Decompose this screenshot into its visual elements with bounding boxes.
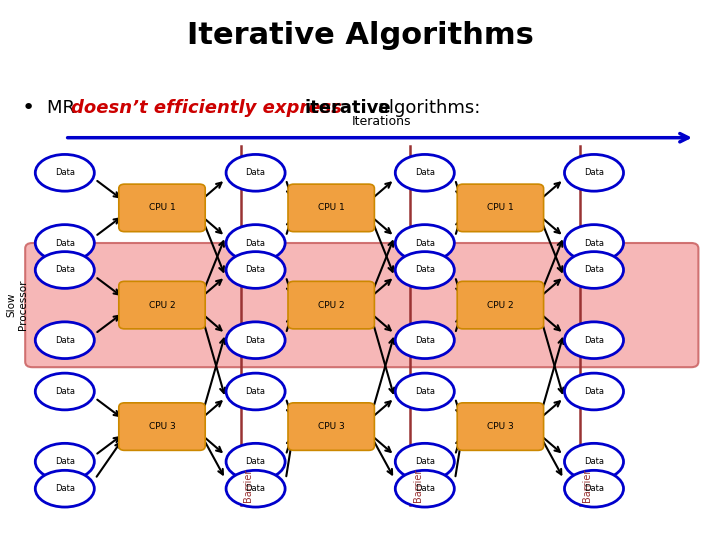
Text: CPU 1: CPU 1 xyxy=(318,204,345,212)
Text: Data: Data xyxy=(415,239,435,247)
Text: Data: Data xyxy=(246,484,266,493)
Ellipse shape xyxy=(35,443,94,480)
Ellipse shape xyxy=(35,373,94,410)
Text: Data: Data xyxy=(584,457,604,466)
Ellipse shape xyxy=(226,373,285,410)
FancyBboxPatch shape xyxy=(119,403,205,450)
Ellipse shape xyxy=(226,154,285,191)
Text: Data: Data xyxy=(246,336,266,345)
Text: Data: Data xyxy=(55,457,75,466)
Ellipse shape xyxy=(35,252,94,288)
Text: Barrier: Barrier xyxy=(582,469,592,502)
Text: Data: Data xyxy=(415,168,435,177)
Text: CPU 3: CPU 3 xyxy=(487,422,514,431)
Text: Data: Data xyxy=(55,336,75,345)
FancyBboxPatch shape xyxy=(457,281,544,329)
Ellipse shape xyxy=(395,470,454,507)
Text: Data: Data xyxy=(415,336,435,345)
Text: MR: MR xyxy=(47,99,81,117)
Text: Iterative Algorithms: Iterative Algorithms xyxy=(186,21,534,50)
Text: Data: Data xyxy=(55,387,75,396)
Ellipse shape xyxy=(35,470,94,507)
Text: Data: Data xyxy=(584,266,604,274)
Ellipse shape xyxy=(395,322,454,359)
Ellipse shape xyxy=(35,322,94,359)
Text: Data: Data xyxy=(415,484,435,493)
Ellipse shape xyxy=(35,154,94,191)
Ellipse shape xyxy=(564,252,624,288)
Text: algorithms:: algorithms: xyxy=(372,99,480,117)
Text: Data: Data xyxy=(584,387,604,396)
Ellipse shape xyxy=(226,322,285,359)
Ellipse shape xyxy=(395,225,454,261)
Text: Data: Data xyxy=(55,484,75,493)
FancyBboxPatch shape xyxy=(288,281,374,329)
Ellipse shape xyxy=(226,252,285,288)
FancyBboxPatch shape xyxy=(25,243,698,367)
Text: Data: Data xyxy=(415,457,435,466)
FancyBboxPatch shape xyxy=(457,184,544,232)
Text: Data: Data xyxy=(246,239,266,247)
Text: Data: Data xyxy=(246,387,266,396)
Text: Data: Data xyxy=(55,239,75,247)
Ellipse shape xyxy=(564,470,624,507)
Text: CPU 2: CPU 2 xyxy=(318,301,344,309)
Text: Data: Data xyxy=(246,266,266,274)
FancyBboxPatch shape xyxy=(457,403,544,450)
Text: Barrier: Barrier xyxy=(243,469,253,502)
FancyBboxPatch shape xyxy=(119,281,205,329)
Text: Data: Data xyxy=(415,387,435,396)
Text: iterative: iterative xyxy=(305,99,391,117)
Ellipse shape xyxy=(226,443,285,480)
Text: CPU 3: CPU 3 xyxy=(318,422,345,431)
Text: CPU 3: CPU 3 xyxy=(148,422,176,431)
Ellipse shape xyxy=(395,373,454,410)
Ellipse shape xyxy=(226,225,285,261)
Ellipse shape xyxy=(564,322,624,359)
Text: Data: Data xyxy=(55,266,75,274)
Ellipse shape xyxy=(395,252,454,288)
FancyBboxPatch shape xyxy=(288,184,374,232)
Ellipse shape xyxy=(564,443,624,480)
Text: Data: Data xyxy=(584,336,604,345)
Text: CPU 2: CPU 2 xyxy=(487,301,513,309)
Ellipse shape xyxy=(35,225,94,261)
Ellipse shape xyxy=(226,470,285,507)
Text: Data: Data xyxy=(584,239,604,247)
Text: Data: Data xyxy=(584,484,604,493)
Text: Barrier: Barrier xyxy=(413,469,423,502)
Ellipse shape xyxy=(564,154,624,191)
Text: Iterations: Iterations xyxy=(352,115,411,128)
Text: Slow
Processor: Slow Processor xyxy=(6,280,28,330)
Text: Data: Data xyxy=(55,168,75,177)
Ellipse shape xyxy=(564,225,624,261)
Ellipse shape xyxy=(564,373,624,410)
Text: Data: Data xyxy=(584,168,604,177)
Text: Data: Data xyxy=(246,168,266,177)
Text: doesn’t efficiently express: doesn’t efficiently express xyxy=(71,99,348,117)
Ellipse shape xyxy=(395,154,454,191)
Text: Data: Data xyxy=(246,457,266,466)
FancyBboxPatch shape xyxy=(288,403,374,450)
Ellipse shape xyxy=(395,443,454,480)
Text: CPU 1: CPU 1 xyxy=(487,204,514,212)
Text: •: • xyxy=(22,98,35,118)
Text: CPU 2: CPU 2 xyxy=(149,301,175,309)
Text: Data: Data xyxy=(415,266,435,274)
FancyBboxPatch shape xyxy=(119,184,205,232)
Text: CPU 1: CPU 1 xyxy=(148,204,176,212)
